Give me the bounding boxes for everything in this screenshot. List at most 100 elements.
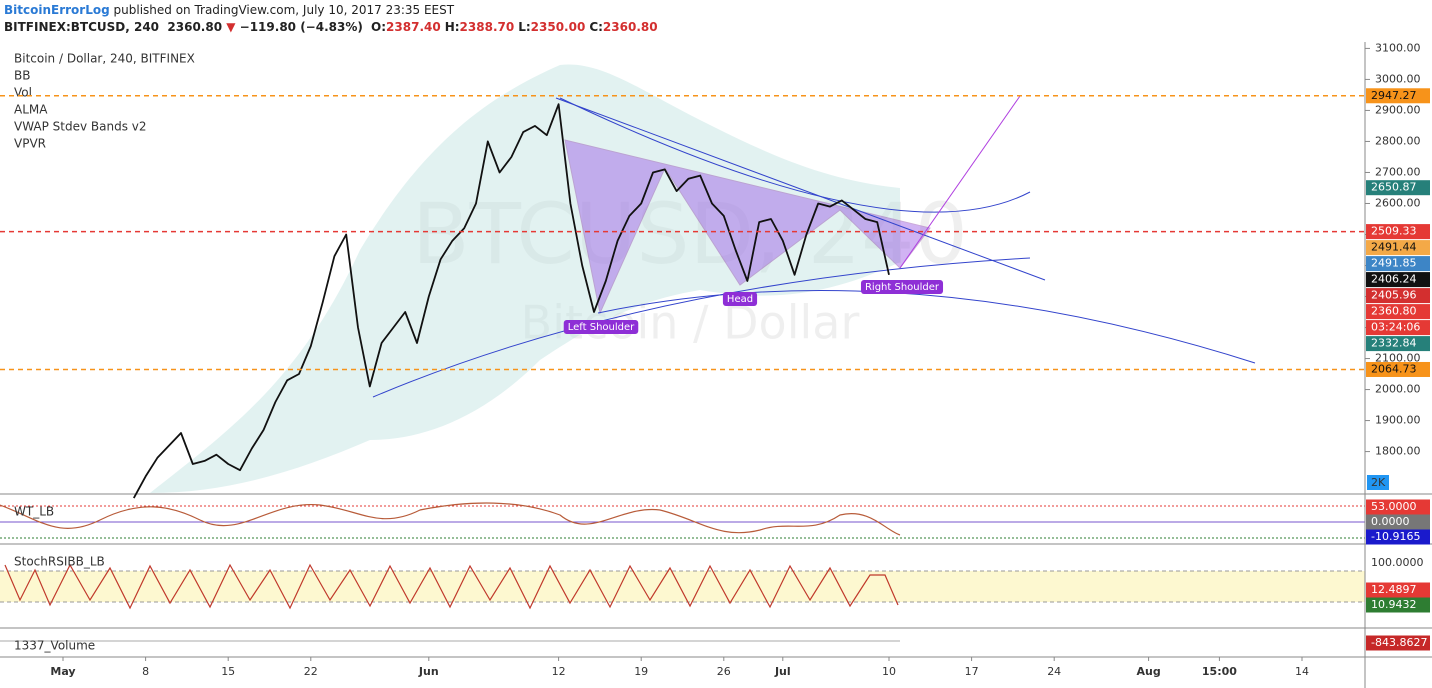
pattern-zigzag [564, 139, 931, 315]
y-tick-label: 2900.00 [1375, 103, 1421, 116]
ohlc-key: L: [518, 20, 531, 34]
price-tag [1366, 288, 1430, 304]
pattern-label: Right Shoulder [865, 282, 940, 293]
legend-item: ALMA [14, 103, 48, 117]
x-tick-label: 17 [965, 665, 979, 678]
price-tag-label: 03:24:06 [1371, 321, 1420, 334]
y-tick-label: 3000.00 [1375, 72, 1421, 85]
price-line [133, 103, 890, 499]
price-tag-label: 2405.96 [1371, 289, 1417, 302]
trendline [555, 97, 1046, 281]
price-tag-label: 2947.27 [1371, 89, 1417, 102]
y-tick-label: 3100.00 [1375, 41, 1421, 54]
price-tag [1366, 240, 1430, 256]
y-tick-label: 2000.00 [1375, 383, 1421, 396]
ohlc-key: H: [444, 20, 460, 34]
target-line [899, 95, 1021, 269]
neckline-curve [372, 257, 1031, 398]
legend-item: Vol [14, 86, 32, 100]
panel-title: 1337_Volume [14, 639, 95, 653]
price-tag-label: 2360.80 [1371, 305, 1417, 318]
panel-title: StochRSIBB_LB [14, 555, 105, 569]
arc-curve-upper [559, 97, 1031, 213]
legend-item: BB [14, 69, 30, 83]
x-tick-label: Jun [418, 665, 439, 678]
panel-tag [1366, 597, 1430, 613]
ohlc-key: O: [371, 20, 387, 34]
x-tick-label: May [50, 665, 75, 678]
price-tag [1366, 336, 1430, 352]
price-tag-label: 2064.73 [1371, 362, 1417, 375]
volume-scale-bg [1367, 475, 1389, 490]
price-tag-label: 2332.84 [1371, 337, 1417, 350]
panel-title: WT_LB [14, 505, 54, 519]
symbol: BITFINEX:BTCUSD, 240 [4, 20, 160, 34]
panel-tag [1366, 529, 1430, 545]
ohlc: O:2387.40 H:2388.70 L:2350.00 C:2360.80 [367, 20, 658, 34]
header: BitcoinErrorLog published on TradingView… [4, 2, 658, 36]
x-tick-label: 15:00 [1202, 665, 1237, 678]
y-tick-label: 2600.00 [1375, 196, 1421, 209]
ohlc-value: 2388.70 [459, 20, 515, 34]
ohlc-value: 2350.00 [530, 20, 586, 34]
change: −119.80 (−4.83%) [239, 20, 363, 34]
y-tick-label: 2700.00 [1375, 165, 1421, 178]
x-tick-label: 8 [142, 665, 149, 678]
x-tick-label: 10 [882, 665, 896, 678]
ohlc-key: C: [589, 20, 603, 34]
panel-tag [1366, 499, 1430, 515]
panel-tag-label: 12.4897 [1371, 583, 1417, 596]
price-tag [1366, 180, 1430, 196]
x-tick-label: Jul [774, 665, 791, 678]
panel-tag [1366, 582, 1430, 598]
pattern-label: Left Shoulder [568, 322, 635, 333]
pattern-label-bg [860, 280, 944, 294]
y-tick-label: 1800.00 [1375, 445, 1421, 458]
ohlc-value: 2360.80 [602, 20, 658, 34]
panel-tag [1366, 514, 1430, 530]
price-tag [1366, 361, 1430, 377]
header-line-1: BitcoinErrorLog published on TradingView… [4, 2, 658, 19]
wt-line [0, 502, 901, 536]
panel-tag-label: 10.9432 [1371, 598, 1417, 611]
ohlc-value: 2387.40 [386, 20, 441, 34]
x-tick-label: Aug [1136, 665, 1160, 678]
y-tick-label: 2800.00 [1375, 134, 1421, 147]
stoch-line [4, 563, 899, 610]
last-price: 2360.80 [167, 20, 223, 34]
pattern-label-bg [722, 292, 758, 306]
x-tick-label: 24 [1047, 665, 1061, 678]
panel-tag [1366, 635, 1430, 651]
x-tick-label: 22 [304, 665, 318, 678]
x-tick-label: 14 [1295, 665, 1309, 678]
panel-tag [1366, 555, 1430, 571]
x-tick-label: 19 [634, 665, 648, 678]
legend-item: VWAP Stdev Bands v2 [14, 120, 147, 134]
x-tick-label: 12 [552, 665, 566, 678]
price-tag-label: 2491.44 [1371, 241, 1417, 254]
pattern-label-bg [563, 320, 639, 334]
stoch-band [0, 571, 1365, 602]
panel-tag-label: 100.0000 [1371, 556, 1424, 569]
price-tag-label: 2509.33 [1371, 225, 1417, 238]
pattern-label: Head [727, 294, 753, 305]
panel-tag-label: -843.8627 [1371, 636, 1427, 649]
price-tag-label: 2650.87 [1371, 181, 1417, 194]
legend-item: VPVR [14, 137, 46, 151]
x-tick-label: 15 [221, 665, 235, 678]
author-link[interactable]: BitcoinErrorLog [4, 3, 110, 17]
panel-tag-label: 53.0000 [1371, 500, 1417, 513]
price-tag [1366, 88, 1430, 104]
volume-scale: 2K [1371, 476, 1386, 489]
price-tag [1366, 272, 1430, 288]
price-tag-label: 2406.24 [1371, 273, 1417, 286]
price-tag [1366, 304, 1430, 320]
x-tick-label: 26 [717, 665, 731, 678]
price-tag [1366, 320, 1430, 336]
price-tag [1366, 256, 1430, 272]
watermark-symbol: BTCUSD, 240 [412, 185, 968, 283]
y-tick-label: 1900.00 [1375, 414, 1421, 427]
price-tag-label: 2491.85 [1371, 257, 1417, 270]
